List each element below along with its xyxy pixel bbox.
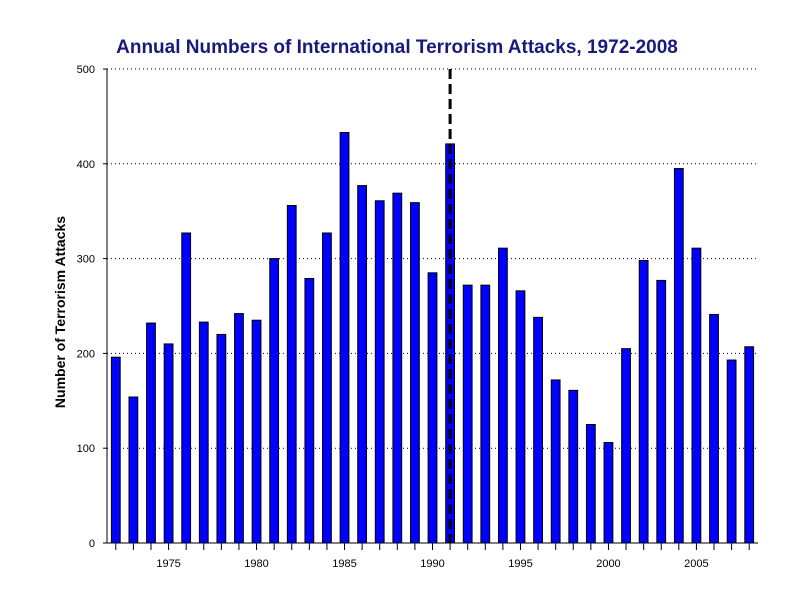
bar-1980 xyxy=(251,319,262,544)
bar-1973 xyxy=(128,396,139,544)
bar-1997 xyxy=(550,379,561,544)
bar-1983 xyxy=(304,278,315,544)
y-axis-label: Number of Terrorism Attacks xyxy=(52,216,68,408)
x-tick-label-1975: 1975 xyxy=(156,558,180,570)
bar-1990 xyxy=(427,272,438,544)
x-tick-label-1995: 1995 xyxy=(508,558,532,570)
bar-2006 xyxy=(709,314,719,544)
grid-lines xyxy=(107,68,758,449)
bar-1979 xyxy=(234,313,244,544)
bar-2000 xyxy=(603,442,614,544)
bar-1988 xyxy=(392,192,403,544)
y-tick-label-0: 0 xyxy=(89,538,95,550)
x-ticks: 1975 1980 1985 1990 1995 2000 2005 xyxy=(115,543,750,570)
bar-1989 xyxy=(410,202,420,544)
bar-2002 xyxy=(638,259,649,544)
bar-1987 xyxy=(374,200,385,544)
bar-1978 xyxy=(216,333,227,544)
bar-1996 xyxy=(533,316,543,544)
y-ticks: 0 100 200 300 400 500 xyxy=(77,64,107,550)
bar-1999 xyxy=(585,424,596,544)
x-tick-label-1985: 1985 xyxy=(332,558,356,570)
bar-1972 xyxy=(110,356,121,544)
bar-1984 xyxy=(322,232,332,544)
y-tick-label-200: 200 xyxy=(77,348,95,360)
x-tick-label-1990: 1990 xyxy=(420,558,444,570)
bar-1995 xyxy=(515,290,526,544)
x-tick-label-2005: 2005 xyxy=(684,558,708,570)
bar-1993 xyxy=(480,284,491,544)
chart-title: Annual Numbers of International Terroris… xyxy=(116,37,678,58)
bar-2005 xyxy=(691,247,702,544)
bar-1992 xyxy=(462,284,473,544)
x-tick-label-2000: 2000 xyxy=(596,558,620,570)
bar-2007 xyxy=(726,359,737,544)
x-tick-label-1980: 1980 xyxy=(244,558,268,570)
bar-1977 xyxy=(198,321,209,544)
bar-2001 xyxy=(621,348,631,544)
bar-1976 xyxy=(181,232,192,544)
bar-2004 xyxy=(673,168,684,544)
bar-1986 xyxy=(357,185,368,544)
bar-1974 xyxy=(146,322,156,544)
bar-1975 xyxy=(163,343,174,544)
y-tick-label-400: 400 xyxy=(77,159,95,171)
bar-1982 xyxy=(286,205,297,544)
bars xyxy=(110,132,755,544)
y-tick-label-100: 100 xyxy=(77,443,95,455)
bar-1998 xyxy=(568,389,579,544)
bar-1994 xyxy=(497,247,508,544)
bar-2008 xyxy=(744,346,755,544)
bar-1985 xyxy=(339,132,350,544)
bar-1981 xyxy=(269,258,280,544)
y-tick-label-500: 500 xyxy=(77,64,95,76)
bar-2003 xyxy=(656,279,667,544)
y-tick-label-300: 300 xyxy=(77,254,95,266)
